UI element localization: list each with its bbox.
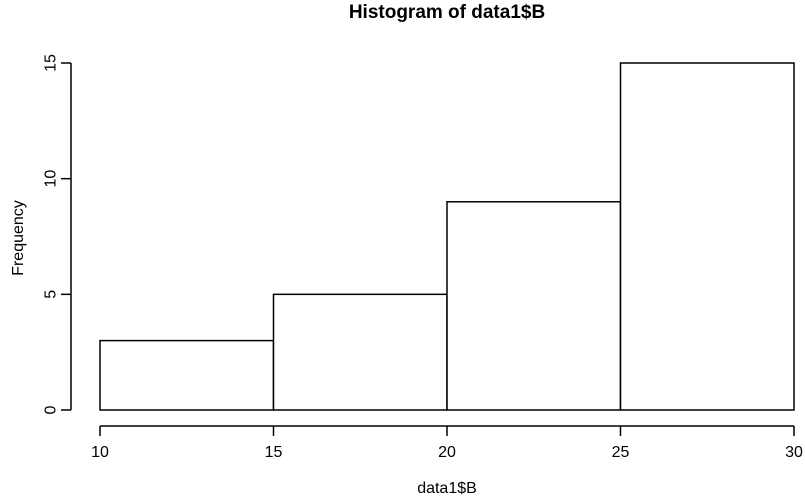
- x-axis-tick-label: 10: [91, 444, 109, 461]
- x-axis-label: data1$B: [417, 480, 477, 497]
- y-axis-tick-label: 10: [43, 170, 60, 188]
- histogram-bar: [446, 201, 622, 411]
- y-axis-tick-label: 5: [43, 290, 60, 299]
- x-axis-tick-label: 15: [265, 444, 283, 461]
- y-axis-tick-label: 0: [43, 405, 60, 414]
- chart-title: Histogram of data1$B: [348, 2, 546, 23]
- histogram-bar: [272, 293, 448, 411]
- x-axis-tick-label: 30: [785, 444, 803, 461]
- y-axis-tick-label: 15: [43, 54, 60, 72]
- x-axis-tick-label: 25: [612, 444, 630, 461]
- histogram-bar: [99, 339, 275, 411]
- histogram-bar: [619, 62, 795, 411]
- x-axis-tick-label: 20: [438, 444, 456, 461]
